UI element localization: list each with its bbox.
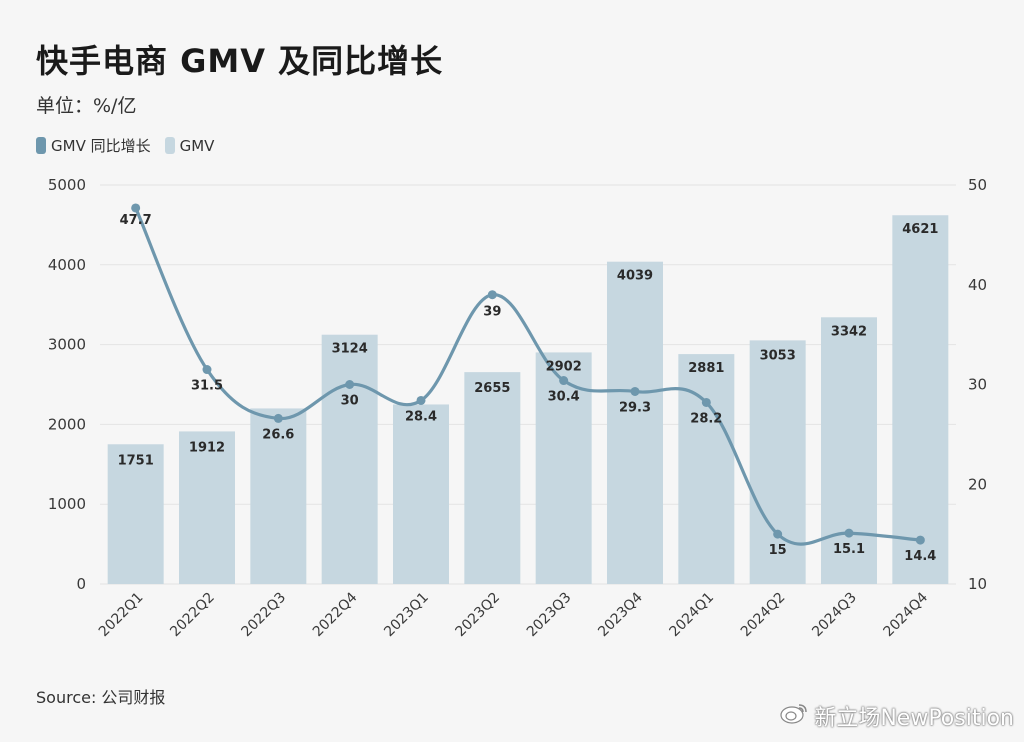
growth-value-label: 15 <box>769 543 787 558</box>
bar <box>535 352 592 584</box>
legend: GMV 同比增长 GMV <box>36 135 228 156</box>
bar <box>678 354 735 584</box>
chart-title: 快手电商 GMV 及同比增长 <box>36 42 444 80</box>
right-tick-label: 10 <box>968 575 987 593</box>
source-note: Source: 公司财报 <box>36 688 166 707</box>
bar <box>250 408 307 584</box>
growth-value-label: 15.1 <box>833 542 865 557</box>
category-label: 2022Q1 <box>96 590 147 641</box>
watermark: 新立场NewPosition <box>780 700 1014 732</box>
growth-point <box>273 413 283 423</box>
growth-value-label: 14.4 <box>904 549 936 564</box>
bar-value-label: 2902 <box>546 359 582 374</box>
watermark-text: 新立场NewPosition <box>814 706 1014 731</box>
category-label: 2022Q4 <box>310 589 361 640</box>
growth-point <box>630 386 640 396</box>
category-label: 2022Q2 <box>167 590 218 641</box>
growth-value-label: 47.7 <box>120 213 152 228</box>
growth-point <box>345 380 355 389</box>
category-label: 2024Q2 <box>738 590 789 641</box>
weibo-icon <box>780 702 808 730</box>
bar-value-label: 1912 <box>189 440 225 455</box>
left-tick-label: 3000 <box>48 336 86 354</box>
label-layer: 1751 1912 3124 2655 2902 4039 2881 3053 3342 4621… <box>118 213 939 564</box>
category-label: 2023Q1 <box>381 590 432 641</box>
legend-swatch-growth <box>36 137 46 154</box>
left-tick-label: 2000 <box>48 415 86 433</box>
legend-item-growth: GMV 同比增长 <box>36 135 151 156</box>
growth-point <box>202 365 212 375</box>
bar-value-label: 4621 <box>902 222 938 237</box>
growth-value-label: 28.4 <box>405 409 437 424</box>
category-label: 2023Q2 <box>453 590 504 641</box>
growth-value-label: 29.3 <box>619 400 651 415</box>
bar <box>393 404 449 584</box>
growth-value-label: 30.4 <box>548 390 580 405</box>
bar <box>464 372 521 584</box>
left-tick-label: 4000 <box>48 256 86 274</box>
growth-point <box>416 395 426 405</box>
bar-value-label: 2655 <box>474 381 510 396</box>
bar-value-label: 2881 <box>688 361 724 376</box>
right-tick-label: 50 <box>968 176 987 194</box>
growth-value-label: 28.2 <box>690 411 722 426</box>
growth-point <box>701 397 711 407</box>
bar-value-label: 1751 <box>118 453 154 468</box>
growth-point <box>559 376 569 386</box>
growth-point <box>773 529 783 539</box>
right-tick-label: 20 <box>968 475 987 493</box>
legend-item-gmv: GMV <box>164 136 215 155</box>
bar <box>821 317 877 584</box>
legend-label-growth: GMV 同比增长 <box>51 137 151 155</box>
category-label: 2023Q4 <box>595 589 646 640</box>
legend-swatch-gmv <box>164 137 175 154</box>
bar <box>607 261 663 584</box>
bar <box>179 431 235 584</box>
growth-point <box>915 535 925 545</box>
growth-point <box>131 203 141 213</box>
category-label: 2024Q4 <box>881 589 932 640</box>
growth-value-label: 39 <box>483 305 501 320</box>
growth-value-label: 26.6 <box>262 427 294 442</box>
growth-point <box>487 290 497 300</box>
left-tick-label: 1000 <box>48 495 86 513</box>
bar-value-label: 3342 <box>831 324 867 339</box>
category-label: 2023Q3 <box>524 590 575 641</box>
left-tick-label: 5000 <box>48 176 86 194</box>
bar-value-label: 3053 <box>760 348 796 363</box>
bar <box>321 334 378 584</box>
category-label: 2024Q3 <box>809 590 860 641</box>
growth-point <box>844 528 854 538</box>
category-label: 2022Q3 <box>239 590 290 641</box>
unit-label: 单位：%/亿 <box>36 95 137 117</box>
left-tick-label: 0 <box>76 575 86 593</box>
line-layer <box>131 203 925 546</box>
grid-layer <box>100 184 956 585</box>
category-label: 2024Q1 <box>667 590 718 641</box>
growth-value-label: 31.5 <box>191 379 223 394</box>
legend-label-gmv: GMV <box>179 136 215 155</box>
bar-value-label: 4039 <box>617 269 653 284</box>
bar <box>892 215 949 584</box>
bar-value-label: 3124 <box>332 342 368 357</box>
right-tick-label: 40 <box>968 276 987 294</box>
right-tick-label: 30 <box>968 376 987 394</box>
growth-value-label: 30 <box>341 394 359 409</box>
bar <box>107 444 164 584</box>
bar-layer <box>107 215 949 584</box>
